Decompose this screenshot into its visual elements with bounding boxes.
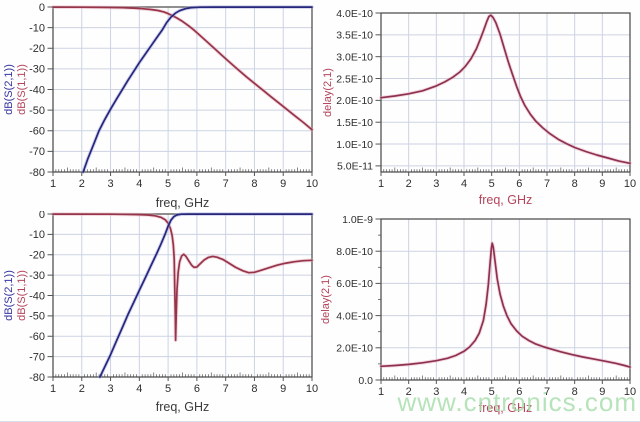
y-tick-label: -20: [29, 43, 45, 55]
y-tick-label: 8.0E-10: [336, 246, 373, 258]
y-tick-label: 1.0E-10: [336, 139, 373, 151]
series-halo-delay(2,1): [379, 241, 632, 369]
y-axis-title: dB(S(2,1)): [3, 270, 15, 321]
y-tick-label: -70: [29, 146, 45, 158]
x-tick-label: 5: [165, 383, 171, 395]
x-tick-label: 10: [624, 178, 636, 190]
x-tick-label: 9: [280, 383, 286, 395]
y-tick-label: -80: [29, 372, 45, 384]
y-tick-label: 5.0E-11: [337, 161, 373, 173]
x-tick-label: 6: [194, 178, 200, 190]
x-tick-label: 5: [165, 178, 171, 190]
x-tick-label: 10: [306, 178, 318, 190]
x-tick-label: 2: [406, 178, 412, 190]
y-tick-label: 2.5E-10: [336, 73, 373, 85]
x-tick-label: 4: [136, 178, 142, 190]
series-dB(S(1,1)): [52, 213, 313, 342]
x-axis-title: freq, GHz: [156, 400, 210, 414]
plot-frame: [380, 12, 631, 173]
plot-frame: [380, 218, 631, 381]
y-axis-title: dB(S(1,1)): [16, 270, 28, 321]
chart-sparams-highpass-2: 1 2 3 4 5 6 7 8 9 10 0 -10 -20 -30 -40 -50 -60 -70 -80 freq…: [3, 211, 318, 414]
x-tick-label: 3: [107, 178, 113, 190]
x-tick-label: 1: [50, 383, 56, 395]
y-tick-label: 3.5E-10: [336, 30, 373, 42]
y-tick-label: 0: [39, 2, 45, 14]
y-tick-label: 6.0E-10: [336, 278, 373, 290]
x-tick-label: 9: [599, 178, 605, 190]
chart-group-delay-2: 1 2 3 4 5 6 7 8 9 10 1.0E-9 8.0E-10 6.0E-10 4.0E-10 2.…: [320, 214, 636, 415]
x-tick-label: 4: [461, 386, 467, 398]
y-tick-label: -40: [29, 84, 45, 96]
x-tick-label: 6: [194, 383, 200, 395]
series-halo-dB(S(1,1)): [51, 212, 314, 343]
series-dB(S(1,1)): [52, 6, 313, 131]
x-tick-label: 2: [406, 386, 412, 398]
x-tick-label: 8: [572, 386, 578, 398]
y-tick-label: -30: [29, 64, 45, 76]
x-tick-label: 7: [544, 386, 550, 398]
x-tick-label: 1: [378, 178, 384, 190]
x-tick-label: 5: [489, 178, 495, 190]
x-tick-label: 3: [433, 386, 439, 398]
x-tick-label: 1: [50, 178, 56, 190]
x-tick-label: 8: [572, 178, 578, 190]
x-tick-label: 4: [461, 178, 467, 190]
y-axis-title: delay(2,1): [320, 275, 332, 324]
x-tick-label: 2: [79, 178, 85, 190]
y-axis-title: dB(S(2,1)): [3, 64, 15, 115]
x-axis-title: freq, GHz: [479, 193, 533, 207]
y-tick-label: -60: [29, 331, 45, 343]
y-axis-title: dB(S(1,1)): [16, 64, 28, 115]
x-tick-label: 3: [107, 383, 113, 395]
x-axis-title: freq, GHz: [156, 196, 210, 210]
y-tick-label: 0: [39, 211, 45, 221]
x-tick-label: 6: [516, 178, 522, 190]
chart-sparams-highpass-1: 1 2 3 4 5 6 7 8 9 10 0 -10 -20 -30 -40 -50 -60 -70 -80 freq…: [3, 2, 318, 210]
y-tick-label: -50: [29, 105, 45, 117]
series-halo-delay(2,1): [379, 13, 632, 166]
y-tick-label: -60: [29, 126, 45, 138]
series-dB(S(2,1)): [99, 213, 313, 378]
series-delay(2,1): [380, 242, 631, 368]
x-tick-label: 10: [624, 386, 636, 398]
x-tick-label: 9: [280, 178, 286, 190]
x-tick-label: 1: [378, 386, 384, 398]
y-tick-label: 4.0E-10: [336, 310, 373, 322]
x-tick-label: 7: [223, 383, 229, 395]
y-tick-label: 0.0: [358, 375, 373, 387]
y-tick-label: -70: [29, 351, 45, 363]
y-tick-label: -10: [29, 229, 45, 241]
y-tick-label: 1.0E-9: [342, 214, 373, 226]
y-tick-label: 4.0E-10: [336, 8, 373, 20]
y-axis-title: delay(2,1): [322, 68, 334, 117]
x-tick-label: 5: [489, 386, 495, 398]
y-tick-label: 2.0E-10: [336, 95, 373, 107]
y-tick-label: -50: [29, 311, 45, 323]
x-tick-label: 4: [136, 383, 142, 395]
y-tick-label: -30: [29, 270, 45, 282]
x-tick-label: 3: [433, 178, 439, 190]
series-delay(2,1): [380, 14, 631, 165]
y-tick-label: -20: [29, 250, 45, 262]
series-dB(S(2,1)): [82, 6, 313, 173]
y-tick-label: 1.5E-10: [336, 117, 373, 129]
x-tick-label: 10: [306, 383, 318, 395]
y-tick-label: 2.0E-10: [336, 343, 373, 355]
x-tick-label: 9: [599, 386, 605, 398]
x-tick-label: 6: [516, 386, 522, 398]
x-tick-label: 8: [251, 178, 257, 190]
y-tick-label: -80: [29, 167, 45, 179]
chart-group-delay-1: 1 2 3 4 5 6 7 8 9 10 4.0E-10 3.5E-10 3.0E-10 2.5E-10 2…: [322, 8, 636, 207]
x-axis-title: freq, GHz: [479, 401, 533, 415]
x-tick-label: 2: [79, 383, 85, 395]
y-tick-label: 3.0E-10: [336, 51, 373, 63]
x-tick-label: 7: [544, 178, 550, 190]
x-tick-label: 8: [251, 383, 257, 395]
x-tick-label: 7: [223, 178, 229, 190]
y-tick-label: -10: [29, 22, 45, 34]
y-tick-label: -40: [29, 290, 45, 302]
